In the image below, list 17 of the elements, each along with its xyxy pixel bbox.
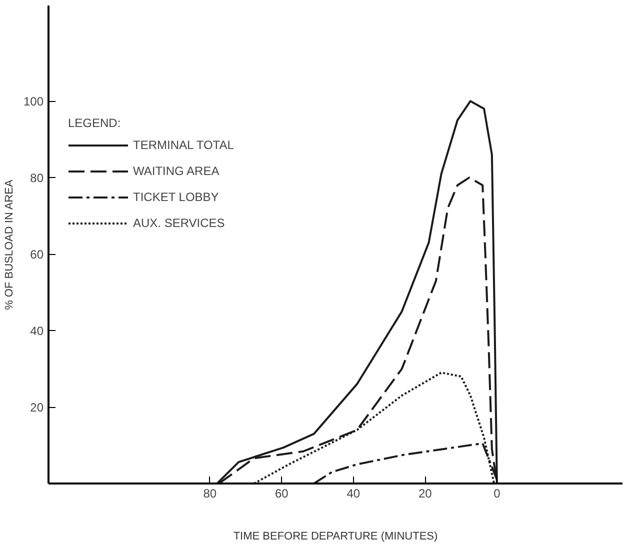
legend-title: LEGEND:: [68, 116, 122, 130]
y-tick-label: 40: [30, 324, 44, 338]
legend-label: TICKET LOBBY: [133, 190, 219, 204]
legend-label: TERMINAL TOTAL: [133, 138, 234, 152]
x-tick-label: 0: [494, 486, 501, 500]
x-tick-label: 20: [418, 486, 432, 500]
y-axis-title: % OF BUSLOAD IN AREA: [3, 179, 16, 310]
y-tick-label: 60: [30, 248, 44, 262]
x-axis-title: TIME BEFORE DEPARTURE (MINUTES): [233, 530, 438, 542]
x-tick-label: 40: [346, 486, 360, 500]
x-tick-label: 60: [275, 486, 289, 500]
legend-label: WAITING AREA: [133, 164, 220, 178]
y-tick-label: 20: [30, 400, 44, 415]
x-tick-label: 80: [203, 486, 217, 500]
legend-label: AUX. SERVICES: [133, 216, 225, 230]
y-tick-label: 80: [30, 171, 44, 186]
y-tick-label: 100: [23, 94, 44, 109]
